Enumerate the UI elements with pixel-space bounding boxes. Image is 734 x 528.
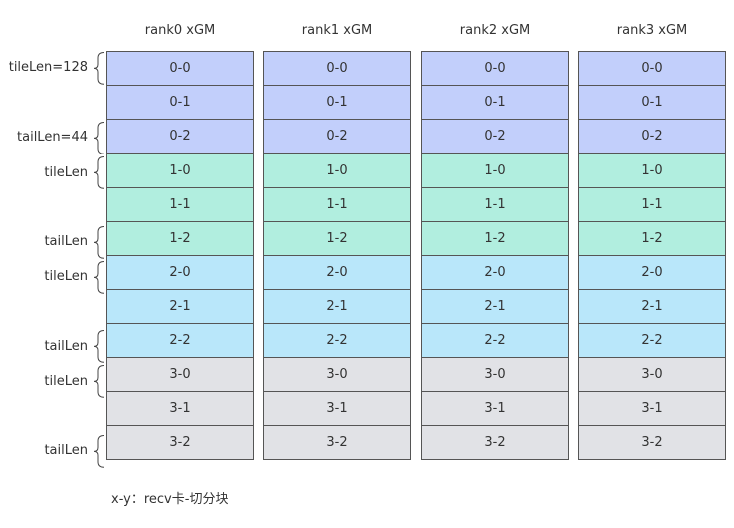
block-cell: 0-0 [263,51,411,86]
column-header-rank3: rank3 xGM [616,23,688,38]
rank3-column: 0-0 0-1 0-2 1-0 1-1 1-2 2-0 2-1 2-2 3-0 3-1 3-2 [578,51,726,460]
brace-icon [93,365,105,398]
block-cell: 3-0 [578,357,726,392]
brace-icon [93,330,105,364]
block-cell: 1-2 [578,221,726,256]
block-cell: 1-0 [421,153,569,188]
rank1-column: 0-0 0-1 0-2 1-0 1-1 1-2 2-0 2-1 2-2 3-0 3-1 3-2 [263,51,411,460]
block-cell: 2-0 [578,255,726,290]
brace-icon [93,156,105,190]
brace-icon [93,434,105,468]
block-cell: 3-0 [263,357,411,392]
brace-label: tileLen [44,373,88,389]
block-cell: 1-2 [263,221,411,256]
block-cell: 2-1 [263,289,411,324]
block-cell: 3-1 [421,391,569,426]
block-cell: 1-0 [578,153,726,188]
block-cell: 3-1 [263,391,411,426]
column-header-rank2: rank2 xGM [459,23,531,38]
block-cell: 0-2 [421,119,569,154]
block-cell: 3-2 [263,425,411,460]
column-header-rank1: rank1 xGM [301,23,373,38]
block-cell: 1-1 [263,187,411,222]
block-cell: 2-2 [106,323,254,358]
block-cell: 2-2 [263,323,411,358]
brace-icon [93,52,105,85]
legend-footnote: x-y：recv卡-切分块 [111,492,229,507]
brace-label: tileLen=128 [8,60,88,76]
block-cell: 0-2 [106,119,254,154]
block-cell: 1-0 [263,153,411,188]
block-cell: 0-1 [421,85,569,120]
block-cell: 2-1 [421,289,569,324]
column-header-rank0: rank0 xGM [144,23,216,38]
brace-icon [93,260,105,294]
block-cell: 2-2 [421,323,569,358]
brace-label: tailLen [44,443,88,459]
block-cell: 0-1 [106,85,254,120]
block-cell: 0-2 [578,119,726,154]
block-cell: 2-1 [106,289,254,324]
block-cell: 1-1 [421,187,569,222]
block-cell: 0-0 [106,51,254,86]
block-cell: 3-1 [106,391,254,426]
block-cell: 0-0 [421,51,569,86]
block-cell: 1-0 [106,153,254,188]
block-cell: 3-0 [421,357,569,392]
brace-icon [93,226,105,259]
brace-icon [93,121,105,155]
block-cell: 2-0 [106,255,254,290]
block-cell: 1-1 [106,187,254,222]
block-cell: 3-2 [578,425,726,460]
block-cell: 0-0 [578,51,726,86]
brace-label: tileLen [44,164,88,180]
block-cell: 0-2 [263,119,411,154]
brace-label: tileLen [44,269,88,285]
block-cell: 3-0 [106,357,254,392]
rank0-column: 0-0 0-1 0-2 1-0 1-1 1-2 2-0 2-1 2-2 3-0 3-1 3-2 [106,51,254,460]
block-cell: 2-1 [578,289,726,324]
brace-label: tailLen [44,338,88,354]
brace-label: tailLen=44 [17,130,88,145]
block-cell: 1-1 [578,187,726,222]
block-cell: 2-2 [578,323,726,358]
block-cell: 2-0 [263,255,411,290]
block-cell: 3-2 [106,425,254,460]
block-cell: 1-2 [106,221,254,256]
block-cell: 3-1 [578,391,726,426]
brace-label: tailLen [44,234,88,250]
block-cell: 0-1 [263,85,411,120]
block-cell: 2-0 [421,255,569,290]
block-cell: 3-2 [421,425,569,460]
rank2-column: 0-0 0-1 0-2 1-0 1-1 1-2 2-0 2-1 2-2 3-0 3-1 3-2 [421,51,569,460]
block-cell: 1-2 [421,221,569,256]
block-cell: 0-1 [578,85,726,120]
